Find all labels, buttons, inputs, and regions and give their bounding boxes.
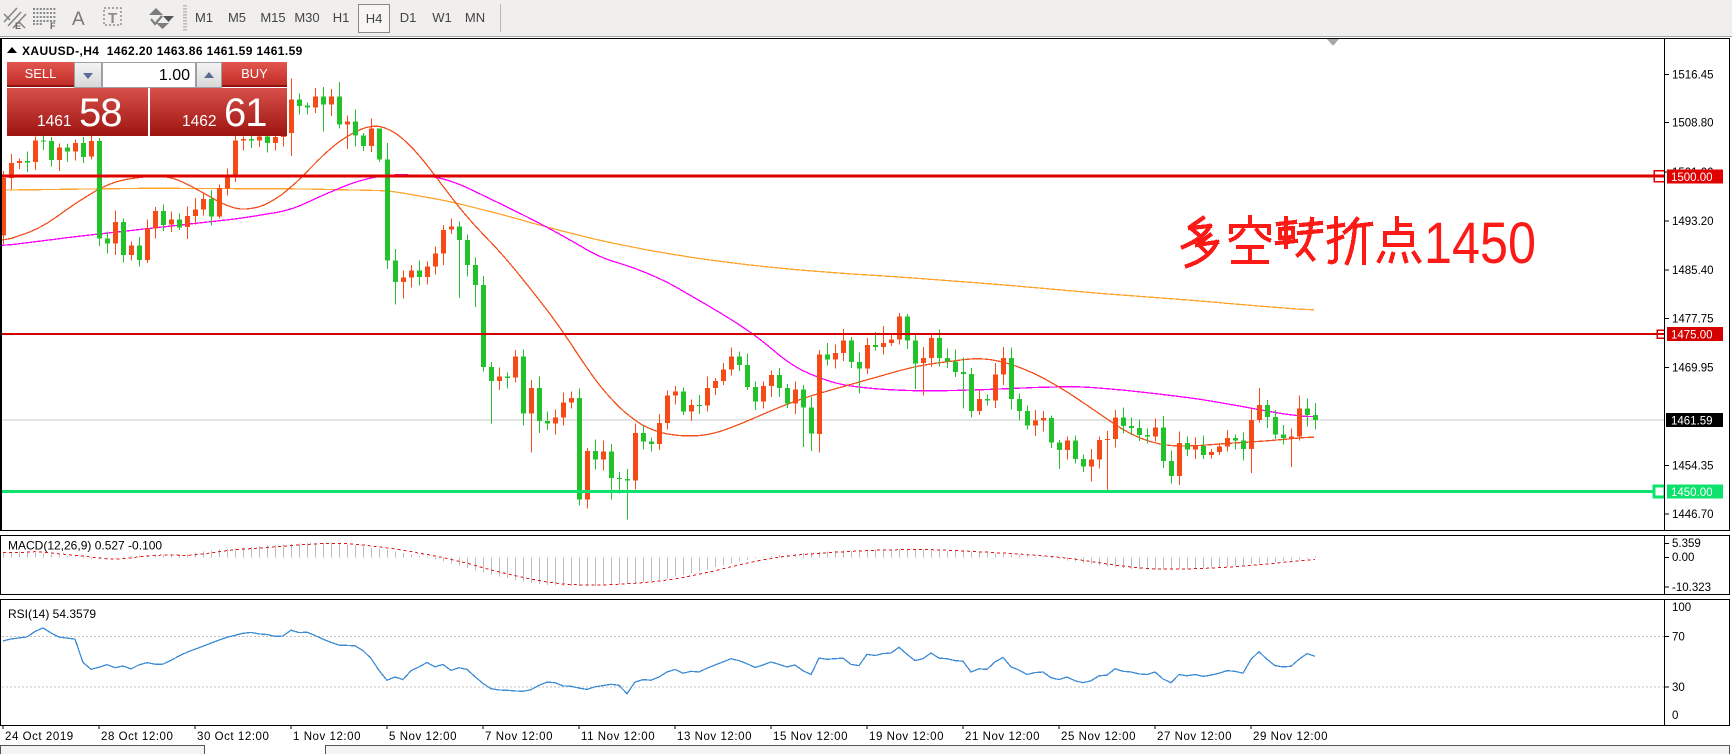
svg-text:-10.323: -10.323 [1672,582,1711,594]
svg-text:1469.95: 1469.95 [1672,362,1714,374]
svg-text:27 Nov 12:00: 27 Nov 12:00 [1157,731,1232,743]
svg-text:1516.45: 1516.45 [1672,70,1714,82]
svg-text:30 Oct 12:00: 30 Oct 12:00 [197,731,269,743]
svg-text:1454.35: 1454.35 [1672,461,1714,473]
svg-text:21 Nov 12:00: 21 Nov 12:00 [965,731,1040,743]
svg-text:1 Nov 12:00: 1 Nov 12:00 [293,731,361,743]
svg-text:5.359: 5.359 [1672,538,1701,550]
svg-text:E: E [15,21,21,31]
svg-text:0.00: 0.00 [1672,552,1694,564]
svg-text:1450: 1450 [1424,211,1536,276]
svg-text:7 Nov 12:00: 7 Nov 12:00 [485,731,553,743]
svg-text:T: T [108,10,117,27]
svg-text:1485.40: 1485.40 [1672,265,1714,277]
svg-text:70: 70 [1672,632,1685,644]
svg-text:100: 100 [1672,602,1691,614]
svg-text:1508.80: 1508.80 [1672,118,1714,130]
svg-text:F: F [50,21,56,31]
svg-text:A: A [72,9,85,30]
svg-text:19 Nov 12:00: 19 Nov 12:00 [869,731,944,743]
svg-text:1493.20: 1493.20 [1672,216,1714,228]
svg-text:MACD(12,26,9) 0.527 -0.100: MACD(12,26,9) 0.527 -0.100 [8,539,162,553]
svg-text:0: 0 [1672,710,1678,722]
svg-text:5 Nov 12:00: 5 Nov 12:00 [389,731,457,743]
svg-text:1446.70: 1446.70 [1672,509,1714,521]
svg-text:1477.75: 1477.75 [1672,313,1714,325]
svg-text:24 Oct 2019: 24 Oct 2019 [5,731,74,743]
svg-text:11 Nov 12:00: 11 Nov 12:00 [581,731,655,743]
svg-text:RSI(14) 54.3579: RSI(14) 54.3579 [8,607,96,621]
svg-text:29 Nov 12:00: 29 Nov 12:00 [1253,731,1328,743]
svg-text:1475.00: 1475.00 [1671,330,1713,342]
svg-text:13 Nov 12:00: 13 Nov 12:00 [677,731,752,743]
svg-text:28 Oct 12:00: 28 Oct 12:00 [101,731,173,743]
svg-text:1450.00: 1450.00 [1671,487,1713,499]
svg-text:15 Nov 12:00: 15 Nov 12:00 [773,731,848,743]
svg-text:1500.00: 1500.00 [1671,172,1713,184]
svg-text:1461.59: 1461.59 [1671,416,1713,428]
svg-text:30: 30 [1672,682,1685,694]
svg-text:25 Nov 12:00: 25 Nov 12:00 [1061,731,1136,743]
